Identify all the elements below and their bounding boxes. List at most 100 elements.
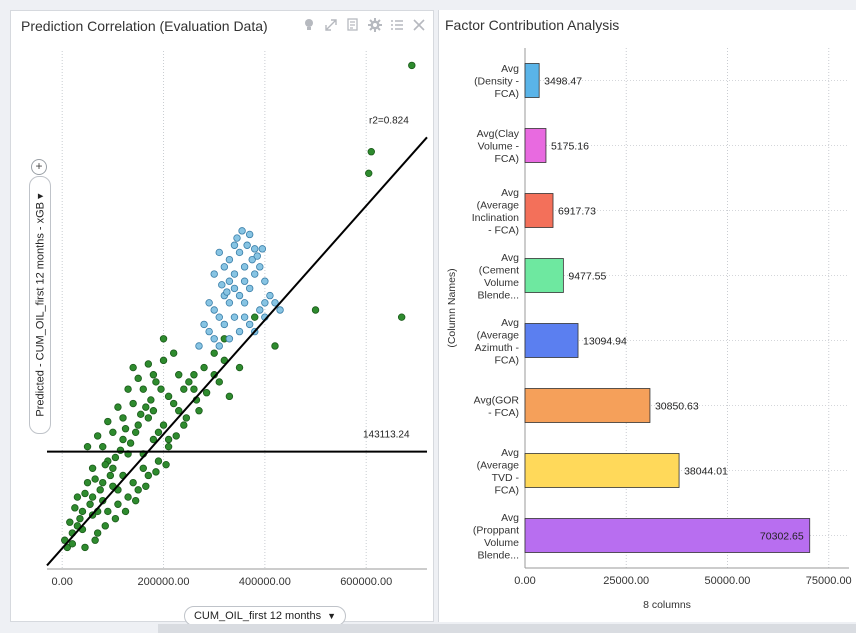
x-tick-label: 0.00 <box>51 576 72 588</box>
list-icon[interactable] <box>389 17 405 33</box>
scatter-point <box>124 385 132 393</box>
scatter-point <box>149 435 158 444</box>
scatter-point <box>172 432 180 440</box>
y-axis-title: (Column Names) <box>446 268 458 347</box>
scatter-point <box>220 263 229 271</box>
category-label: Avg(GOR - FCA) <box>474 394 520 419</box>
scatter-point <box>205 299 213 307</box>
scatter-point <box>240 263 249 271</box>
scatter-point <box>159 356 168 365</box>
scatter-point <box>185 378 193 386</box>
scatter-point <box>218 281 226 289</box>
horizontal-scrollbar[interactable] <box>158 624 856 633</box>
scatter-point <box>142 403 150 411</box>
scatter-point <box>195 342 203 350</box>
x-tick-label: 400000.00 <box>239 576 291 588</box>
scatter-point <box>200 363 208 372</box>
scatter-point <box>114 500 122 508</box>
scatter-point <box>83 442 92 451</box>
category-label: Avg (Average TVD -FCA) <box>477 447 520 497</box>
add-axis-button[interactable]: + <box>31 159 47 175</box>
x-axis-selector-label: CUM_OIL_first 12 months <box>193 610 322 622</box>
scatter-point <box>137 410 145 419</box>
scatter-point <box>144 414 153 422</box>
bar-value-label: 5175.16 <box>551 141 589 153</box>
scatter-point <box>235 363 244 372</box>
scatter-point <box>230 241 239 249</box>
scatter-point <box>124 493 132 501</box>
scatter-point <box>149 407 158 415</box>
scatter-point <box>134 486 142 494</box>
scatter-point <box>210 306 218 314</box>
scatter-point <box>225 392 234 401</box>
scatter-point <box>164 392 173 401</box>
lightbulb-icon[interactable] <box>301 17 317 33</box>
scatter-point <box>367 148 375 156</box>
scatter-point <box>86 500 94 508</box>
scatter-point <box>81 543 89 552</box>
scatter-point <box>245 284 254 293</box>
scatter-point <box>245 320 254 329</box>
scatter-point <box>225 255 234 264</box>
x-tick-label: 200000.00 <box>138 576 190 588</box>
bar <box>524 518 811 553</box>
scatter-point <box>210 335 218 343</box>
scatter-point <box>230 270 239 278</box>
scatter-point <box>245 230 254 239</box>
bar-value-label: 70302.65 <box>760 531 804 543</box>
bar-value-label: 3498.47 <box>544 76 582 88</box>
scatter-point <box>71 504 79 512</box>
scatter-point <box>251 313 259 321</box>
scatter-point <box>149 371 158 379</box>
scatter-point <box>235 327 244 336</box>
scatter-point <box>162 460 170 469</box>
x-axis-selector[interactable]: CUM_OIL_first 12 months ▼ <box>184 606 346 626</box>
scatter-point <box>144 360 153 368</box>
close-icon[interactable] <box>411 17 427 33</box>
y-axis-selector-label: Predicted - CUM_OIL_first 12 months - xG… <box>34 202 47 417</box>
category-label: Avg (Average Inclination - FCA) <box>472 187 519 237</box>
scatter-point <box>99 442 107 451</box>
scatter-point <box>233 234 241 242</box>
regression-line <box>46 136 428 567</box>
scatter-point <box>81 489 89 498</box>
scatter-point <box>175 407 183 415</box>
x-axis-title: 8 columns <box>643 599 691 611</box>
chevron-down-icon: ▾ <box>34 193 47 199</box>
scatter-point <box>215 313 223 321</box>
scatter-point <box>126 439 135 447</box>
scatter-point <box>276 306 284 314</box>
scatter-point <box>73 493 82 501</box>
expand-icon[interactable] <box>323 17 339 33</box>
export-icon[interactable] <box>345 17 361 33</box>
scatter-point <box>195 407 203 415</box>
scatter-point <box>104 417 112 426</box>
bar <box>524 128 547 163</box>
scatter-point <box>154 457 163 465</box>
category-label: Avg(Clay Volume -FCA) <box>477 128 520 165</box>
scatter-point <box>258 245 267 253</box>
scatter-point <box>225 277 234 285</box>
bar <box>524 323 579 358</box>
scatter-point <box>159 335 168 343</box>
y-axis-selector[interactable]: Predicted - CUM_OIL_first 12 months - xG… <box>29 176 51 434</box>
panel-title: Prediction Correlation (Evaluation Data) <box>21 18 268 34</box>
scatter-point <box>101 522 109 530</box>
scatter-point <box>175 371 183 379</box>
scatter-point <box>104 507 112 516</box>
scatter-point <box>266 291 274 300</box>
scatter-point <box>73 522 82 530</box>
scatter-point <box>119 414 127 422</box>
gear-icon[interactable] <box>367 17 383 33</box>
scatter-point <box>190 385 198 393</box>
scatter-chart: 0.00 200000.00 400000.00 600000.00 r2=0.824 1… <box>46 51 428 588</box>
scatter-point <box>147 396 155 404</box>
bar <box>524 193 554 228</box>
scatter-point <box>271 299 279 307</box>
scatter-point <box>134 374 142 383</box>
scatter-point <box>139 385 147 393</box>
scatter-point <box>101 460 109 469</box>
scatter-point <box>164 435 173 444</box>
scatter-point <box>223 288 231 296</box>
scatter-point <box>397 313 406 321</box>
